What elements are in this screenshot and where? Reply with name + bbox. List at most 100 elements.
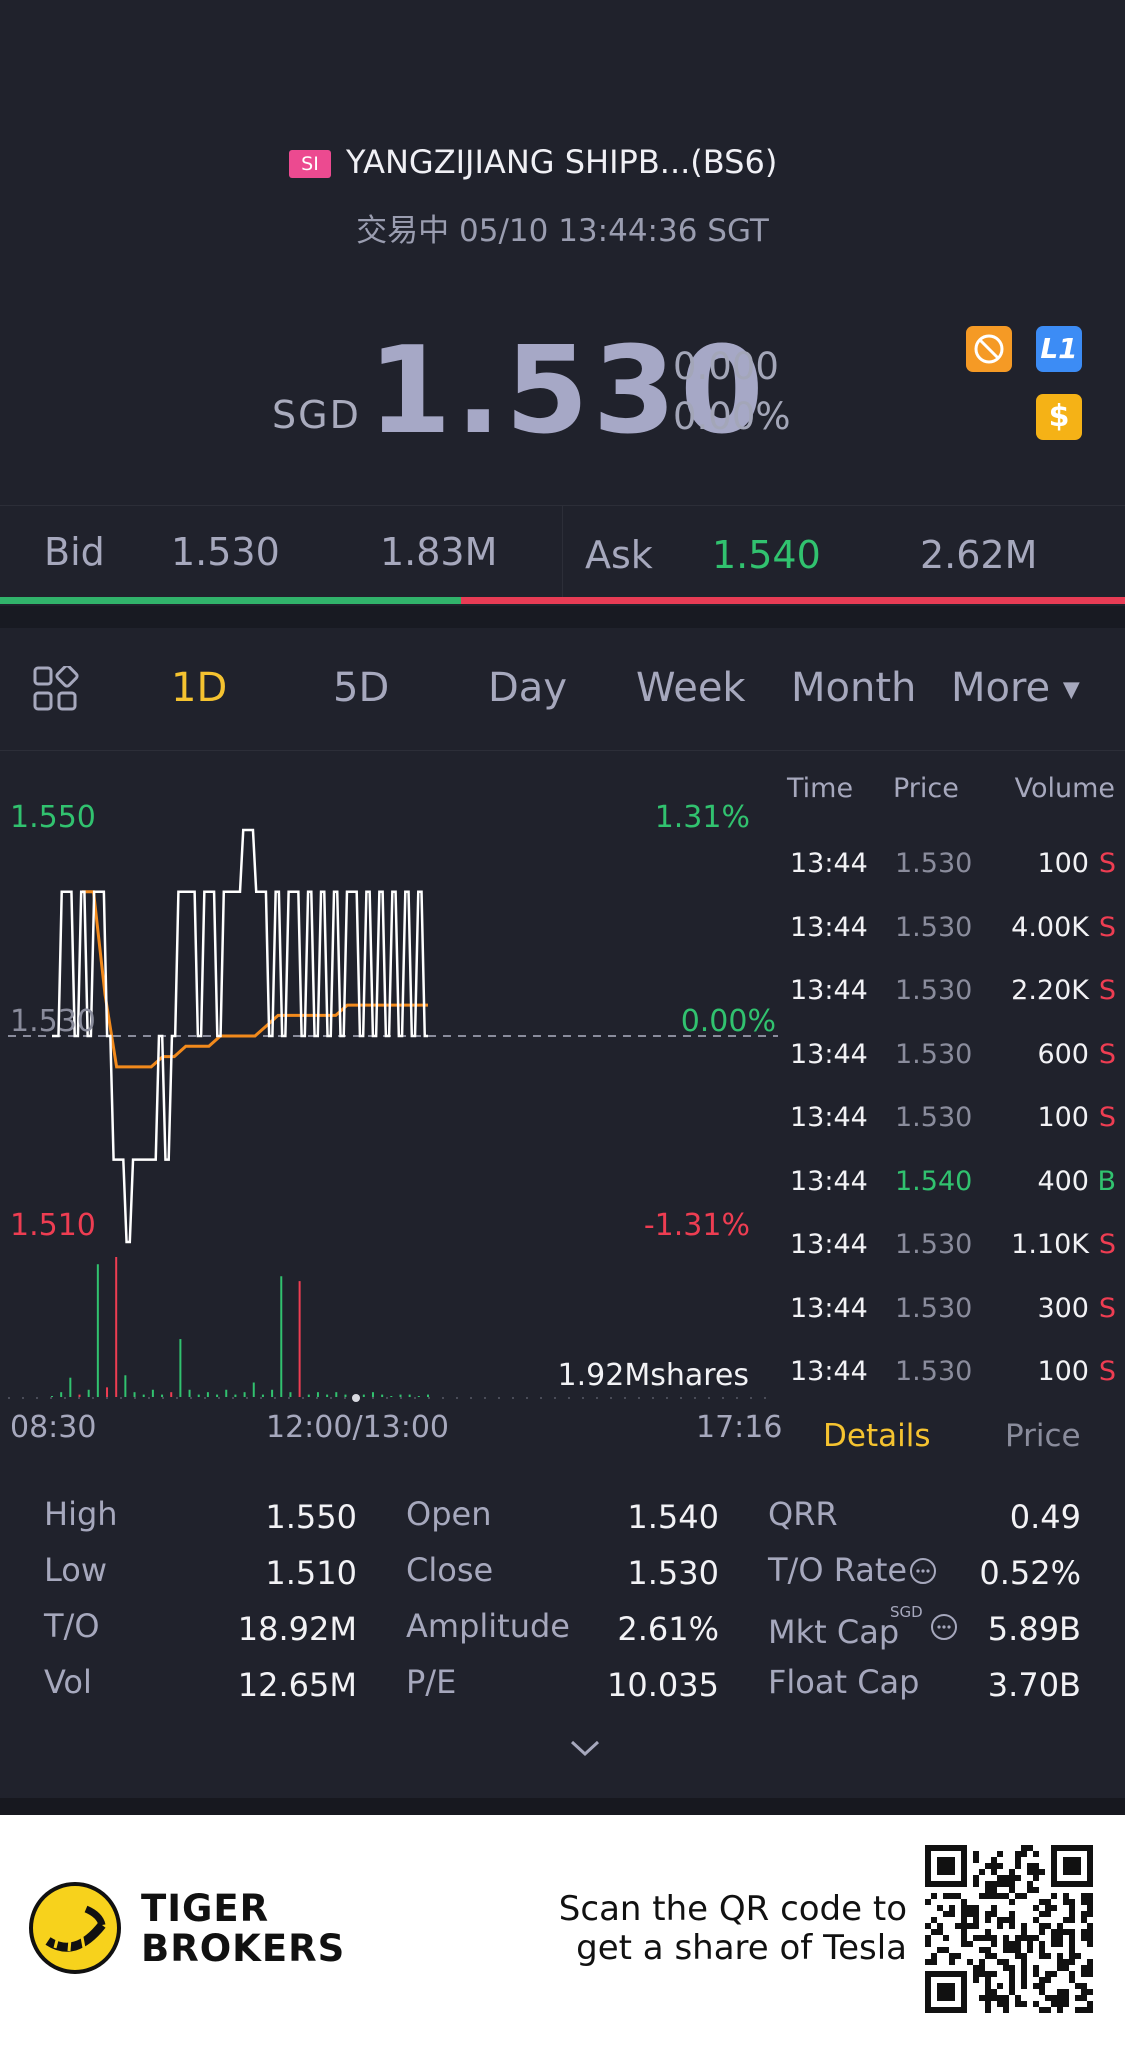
tick-price: 1.530 — [895, 848, 973, 879]
qr-module — [1021, 1983, 1027, 1989]
qr-module — [973, 1905, 979, 1911]
tab-1d[interactable]: 1D — [171, 665, 228, 711]
qr-module — [1039, 2007, 1045, 2013]
qr-module — [1003, 2007, 1009, 2013]
pct-mid-label: 0.00% — [680, 1004, 776, 1039]
qr-module — [961, 1929, 967, 1935]
qr-module — [1081, 2007, 1087, 2013]
market-badge: SI — [289, 150, 331, 178]
qr-module — [1081, 1995, 1087, 2001]
qr-module — [961, 1923, 967, 1929]
intraday-chart[interactable] — [0, 752, 780, 1412]
turnover-rate-value: 0.52% — [979, 1554, 1081, 1592]
qr-module — [1003, 1875, 1009, 1881]
qr-module — [979, 1869, 985, 1875]
qr-module — [1003, 1935, 1009, 1941]
y-low-label: 1.510 — [10, 1208, 96, 1243]
pe-label: P/E — [406, 1663, 457, 1701]
tick-side: S — [1098, 848, 1116, 879]
qr-module — [1021, 1845, 1027, 1851]
tick-row: 13:44 1.530 1.10K S — [0, 1229, 1125, 1269]
tick-side: S — [1098, 1102, 1116, 1133]
qr-module — [979, 1947, 985, 1953]
qr-module — [967, 1923, 973, 1929]
qr-module — [931, 1917, 937, 1923]
qr-module — [1057, 1953, 1063, 1959]
qr-module — [1009, 1887, 1015, 1893]
qr-module — [1003, 1893, 1009, 1899]
qr-module — [985, 1887, 991, 1893]
qrr-label: QRR — [768, 1495, 838, 1533]
tab-more[interactable]: More ▼ — [951, 665, 1080, 711]
qr-module — [1069, 1977, 1075, 1983]
qr-module — [997, 2001, 1003, 2007]
qr-module — [1009, 1947, 1015, 1953]
level1-icon[interactable]: L1 — [1036, 326, 1082, 372]
qr-module — [1039, 1911, 1045, 1917]
qr-module — [1063, 1929, 1069, 1935]
qr-module — [1027, 1869, 1033, 1875]
qr-module — [1027, 1863, 1033, 1869]
bid-label: Bid — [44, 530, 105, 574]
info-icon[interactable] — [909, 1557, 937, 1589]
tab-month[interactable]: Month — [791, 665, 917, 711]
qr-module — [967, 1905, 973, 1911]
col-time-header: Time — [787, 773, 854, 804]
qr-module — [979, 1959, 985, 1965]
qr-module — [991, 1857, 997, 1863]
qr-module — [997, 1851, 1003, 1857]
stock-title[interactable]: YANGZIJIANG SHIPB...(BS6) — [346, 143, 778, 181]
qr-module — [973, 1851, 979, 1857]
qr-module — [1039, 1869, 1045, 1875]
qr-module — [1021, 1929, 1027, 1935]
qr-module — [1075, 2007, 1081, 2013]
qr-module — [1057, 2001, 1063, 2007]
tab-details[interactable]: Details — [823, 1418, 931, 1454]
qr-module — [985, 1995, 991, 2001]
qr-module — [1057, 1965, 1063, 1971]
qr-module — [1051, 1935, 1057, 1941]
low-label: Low — [44, 1551, 108, 1589]
qr-module — [1033, 1965, 1039, 1971]
qr-module — [991, 1941, 997, 1947]
tick-volume: 1.10K — [1011, 1229, 1089, 1260]
qr-module — [1087, 1899, 1093, 1905]
tick-time: 13:44 — [790, 975, 868, 1006]
qr-module — [985, 1881, 991, 1887]
turnover-value: 18.92M — [237, 1610, 357, 1648]
layout-grid-icon[interactable] — [33, 664, 79, 716]
qr-module — [997, 1875, 1003, 1881]
tab-day[interactable]: Day — [488, 665, 567, 711]
tick-price: 1.530 — [895, 1038, 973, 1070]
qr-module — [1021, 1959, 1027, 1965]
info-icon[interactable] — [930, 1613, 958, 1645]
qr-module — [997, 1983, 1003, 1989]
qr-code — [925, 1845, 1093, 2013]
bid-volume: 1.83M — [380, 530, 498, 574]
dollar-icon[interactable]: $ — [1036, 394, 1082, 440]
y-mid-label: 1.530 — [10, 1004, 96, 1039]
currency-label: SGD — [272, 393, 361, 437]
qr-module — [1069, 1971, 1075, 1977]
qr-module — [979, 1965, 985, 1971]
qr-module — [991, 1863, 997, 1869]
tick-volume: 300 — [1037, 1292, 1089, 1324]
qr-module — [1087, 2007, 1093, 2013]
qr-module — [985, 1893, 991, 1899]
tick-volume: 100 — [1037, 1356, 1089, 1387]
qr-module — [931, 1953, 937, 1959]
tab-price[interactable]: Price — [1005, 1418, 1081, 1454]
qr-module — [1033, 1917, 1039, 1923]
qr-module — [1009, 1869, 1015, 1875]
qr-module — [1087, 1959, 1093, 1965]
qr-module — [1087, 1965, 1093, 1971]
no-short-icon[interactable] — [966, 326, 1012, 372]
qr-module — [1087, 1923, 1093, 1929]
qr-module — [937, 1929, 943, 1935]
qr-module — [1063, 1989, 1069, 1995]
qr-module — [955, 1893, 961, 1899]
tab-week[interactable]: Week — [636, 665, 746, 711]
tab-5d[interactable]: 5D — [333, 665, 390, 711]
qr-module — [949, 1911, 955, 1917]
expand-chevron-icon[interactable] — [568, 1738, 602, 1762]
